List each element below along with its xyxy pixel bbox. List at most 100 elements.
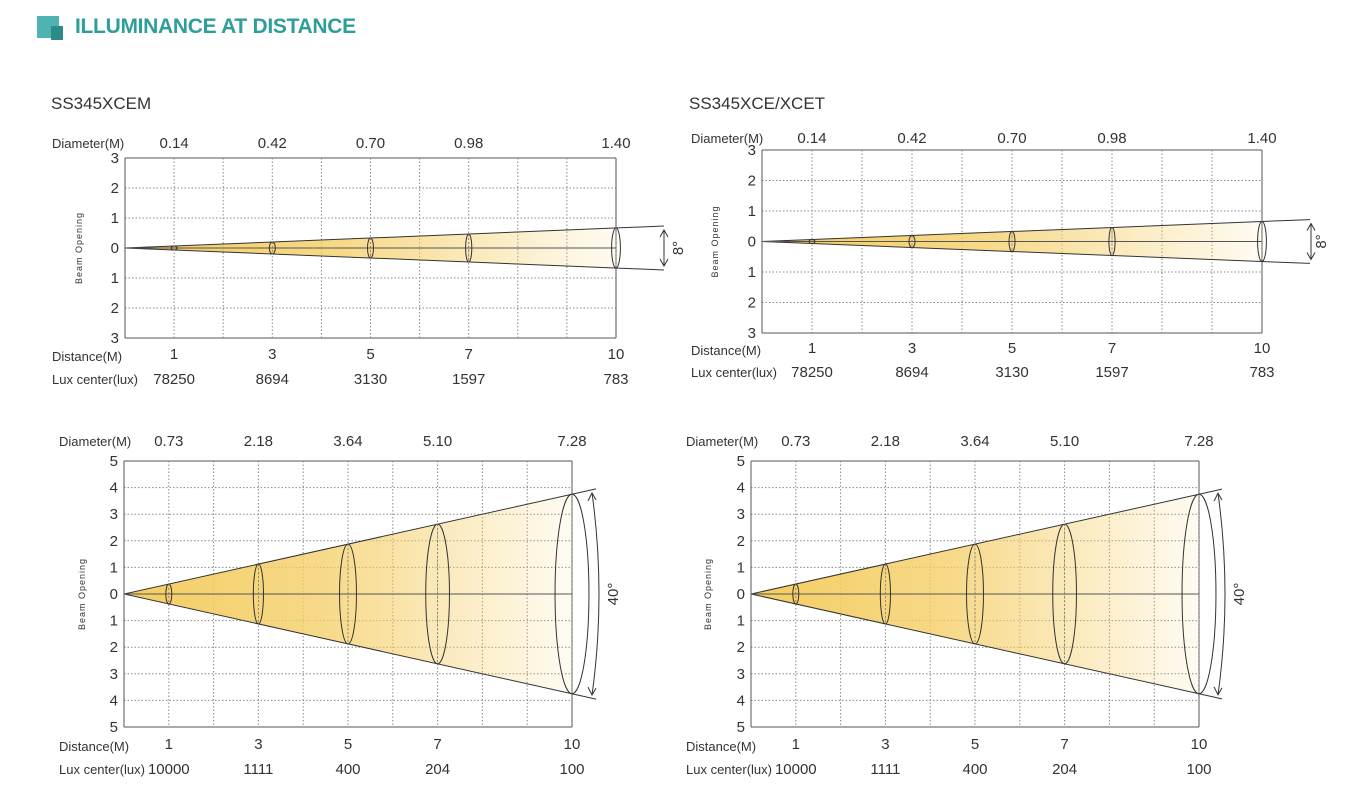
diameter-value: 2.18 <box>871 433 900 450</box>
diameter-value: 5.10 <box>1050 433 1079 450</box>
y-tick-label: 2 <box>748 173 756 190</box>
lux-value: 8694 <box>895 364 928 381</box>
beam-edge-lower <box>123 593 597 700</box>
header-square-accent-icon <box>51 26 63 40</box>
y-tick-label: 1 <box>737 613 745 630</box>
y-tick-label: 0 <box>111 240 119 257</box>
distance-value: 5 <box>971 736 979 753</box>
diameter-value: 1.40 <box>1247 130 1276 147</box>
distance-value: 3 <box>254 736 262 753</box>
lux-value: 8694 <box>256 371 289 388</box>
y-tick-label: 1 <box>748 264 756 281</box>
diameter-value: 7.28 <box>1184 433 1213 450</box>
y-tick-label: 4 <box>737 480 745 497</box>
angle-arrow-bottom <box>587 686 597 697</box>
lux-value: 400 <box>962 761 987 778</box>
distance-value: 10 <box>564 736 581 753</box>
diameter-value: 0.98 <box>454 135 483 152</box>
lux-row-label: Lux center(lux) <box>686 762 772 777</box>
y-axis-label: Beam Opening <box>710 205 720 277</box>
y-tick-label: 3 <box>737 506 745 523</box>
y-tick-label: 4 <box>110 692 118 709</box>
y-tick-label: 1 <box>110 613 118 630</box>
lux-value: 100 <box>559 761 584 778</box>
lux-value: 783 <box>603 371 628 388</box>
lux-value: 78250 <box>153 371 195 388</box>
y-tick-label: 2 <box>110 533 118 550</box>
page-title: ILLUMINANCE AT DISTANCE <box>75 15 356 38</box>
y-tick-label: 1 <box>737 559 745 576</box>
lux-value: 3130 <box>995 364 1028 381</box>
diameter-value: 0.70 <box>997 130 1026 147</box>
angle-arrow-bottom <box>1213 686 1223 696</box>
distance-value: 7 <box>1060 736 1068 753</box>
y-tick-label: 5 <box>110 453 118 470</box>
beam-edge-upper <box>124 225 665 249</box>
beam-edge-upper <box>761 219 1311 242</box>
y-tick-label: 1 <box>748 203 756 220</box>
angle-arrow-top <box>587 491 597 502</box>
distance-value: 7 <box>1108 340 1116 357</box>
angle-arrow-bottom <box>1306 252 1316 261</box>
y-tick-label: 2 <box>111 300 119 317</box>
diameter-value: 0.73 <box>781 433 810 450</box>
lux-value: 1111 <box>870 761 900 778</box>
y-tick-label: 2 <box>111 180 119 197</box>
angle-arrow-top <box>1213 492 1223 502</box>
distance-value: 10 <box>1191 736 1208 753</box>
distance-value: 7 <box>433 736 441 753</box>
y-tick-label: 5 <box>110 719 118 736</box>
lux-value: 204 <box>425 761 450 778</box>
angle-arrow-bottom <box>659 258 669 268</box>
distance-row-label: Distance(M) <box>52 349 122 364</box>
beam-edge-lower <box>761 241 1311 264</box>
angle-arc <box>591 492 600 696</box>
lux-value: 400 <box>335 761 360 778</box>
diameter-value: 3.64 <box>960 433 989 450</box>
distance-value: 3 <box>908 340 916 357</box>
beam-edge-upper <box>750 488 1223 595</box>
diameter-value: 0.42 <box>897 130 926 147</box>
y-tick-label: 5 <box>737 453 745 470</box>
y-tick-label: 1 <box>110 559 118 576</box>
distance-value: 5 <box>366 346 374 363</box>
distance-value: 1 <box>808 340 816 357</box>
lux-value: 10000 <box>775 761 817 778</box>
lux-value: 100 <box>1186 761 1211 778</box>
y-tick-label: 0 <box>748 234 756 251</box>
diameter-value: 0.98 <box>1097 130 1126 147</box>
beam-edge-upper <box>123 488 597 595</box>
lux-value: 10000 <box>148 761 190 778</box>
y-tick-label: 4 <box>110 480 118 497</box>
y-tick-label: 3 <box>110 666 118 683</box>
distance-row-label: Distance(M) <box>686 739 756 754</box>
beam-edge-lower <box>750 593 1223 700</box>
y-tick-label: 3 <box>737 666 745 683</box>
beam-edge-lower <box>124 247 665 271</box>
y-tick-label: 0 <box>737 586 745 603</box>
diameter-value: 7.28 <box>557 433 586 450</box>
diameter-row-label: Diameter(M) <box>691 131 763 146</box>
beam-angle-label: 8° <box>1313 234 1330 248</box>
distance-value: 5 <box>1008 340 1016 357</box>
y-tick-label: 4 <box>737 692 745 709</box>
lux-row-label: Lux center(lux) <box>52 372 138 387</box>
diameter-value: 2.18 <box>244 433 273 450</box>
y-tick-label: 0 <box>110 586 118 603</box>
lux-value: 1597 <box>452 371 485 388</box>
y-tick-label: 1 <box>111 270 119 287</box>
lux-value: 204 <box>1052 761 1077 778</box>
distance-value: 1 <box>170 346 178 363</box>
diameter-row-label: Diameter(M) <box>52 136 124 151</box>
lux-value: 78250 <box>791 364 833 381</box>
diameter-value: 0.42 <box>258 135 287 152</box>
y-axis-label: Beam Opening <box>77 558 87 630</box>
angle-arrow-top <box>1306 222 1316 231</box>
distance-value: 3 <box>881 736 889 753</box>
distance-value: 1 <box>165 736 173 753</box>
y-tick-label: 2 <box>737 533 745 550</box>
beam-angle-label: 8° <box>670 241 687 255</box>
